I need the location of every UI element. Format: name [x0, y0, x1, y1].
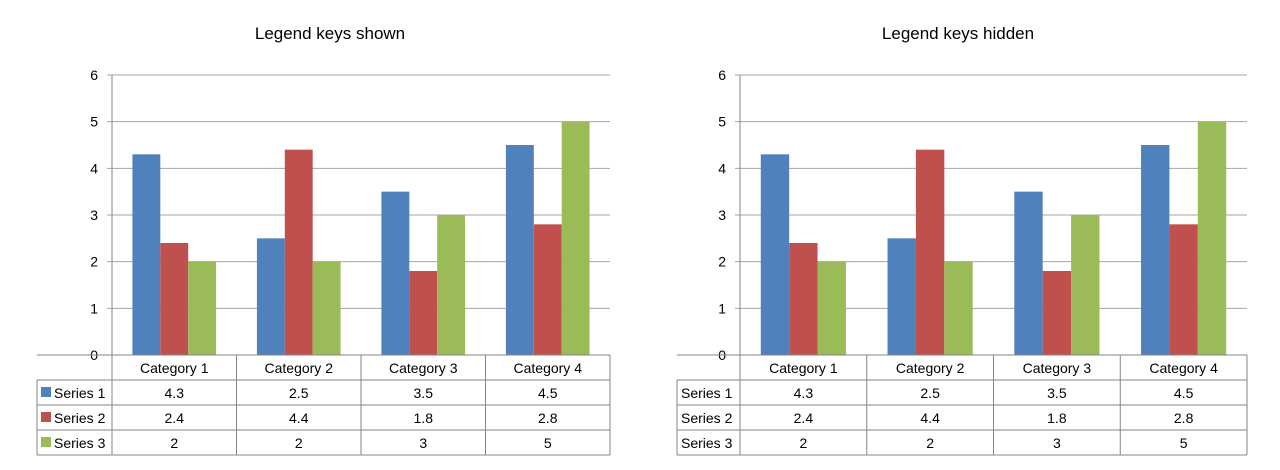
data-label: 2: [295, 435, 303, 451]
bar: [760, 154, 790, 355]
x-tick-label: Category 2: [265, 360, 334, 376]
series-name: Series 1: [681, 385, 733, 401]
data-label: 3: [1053, 435, 1061, 451]
y-tick-label: 1: [90, 300, 98, 316]
data-label: 5: [1180, 435, 1188, 451]
data-label: 4.3: [794, 385, 814, 401]
y-tick-label: 4: [90, 160, 98, 176]
x-tick-label: Category 1: [769, 360, 838, 376]
bar: [887, 238, 916, 355]
series-name: Series 3: [681, 435, 733, 451]
series-name: Series 2: [681, 410, 733, 426]
data-label: 2: [799, 435, 807, 451]
data-label: 2: [170, 435, 178, 451]
bar: [915, 149, 945, 355]
data-label: 3: [419, 435, 427, 451]
x-tick-label: Category 3: [1023, 360, 1092, 376]
bar: [437, 215, 466, 355]
bar: [256, 238, 285, 355]
data-label: 2.8: [538, 410, 558, 426]
y-tick-label: 1: [718, 300, 726, 316]
data-label: 3.5: [1047, 385, 1067, 401]
bar: [817, 261, 846, 355]
bar: [561, 121, 590, 356]
data-label: 2.4: [794, 410, 814, 426]
bar: [1042, 271, 1072, 355]
bar: [1014, 191, 1043, 355]
x-tick-label: Category 3: [389, 360, 458, 376]
y-tick-label: 6: [718, 67, 726, 83]
bar: [1071, 215, 1100, 355]
data-label: 2.5: [289, 385, 309, 401]
data-label: 4.5: [1174, 385, 1194, 401]
x-tick-label: Category 4: [514, 360, 583, 376]
data-label: 3.5: [414, 385, 434, 401]
bar: [160, 243, 189, 355]
bar: [1169, 224, 1198, 355]
y-tick-label: 6: [90, 67, 98, 83]
legend-key: [41, 412, 51, 422]
bar: [284, 149, 313, 355]
y-tick-label: 3: [90, 207, 98, 223]
x-tick-label: Category 2: [896, 360, 965, 376]
legend-key: [41, 387, 51, 397]
data-label: 2.5: [920, 385, 940, 401]
bar: [1197, 121, 1227, 356]
y-tick-label: 2: [90, 254, 98, 270]
bar: [1141, 145, 1170, 355]
chart-title: Legend keys shown: [255, 24, 405, 43]
data-label: 4.3: [165, 385, 185, 401]
bar: [944, 261, 973, 355]
bar: [505, 145, 534, 355]
data-label: 1.8: [1047, 410, 1067, 426]
series-name: Series 1: [54, 385, 106, 401]
bar: [132, 154, 161, 355]
bar: [789, 243, 818, 355]
bar: [381, 191, 410, 355]
data-label: 1.8: [414, 410, 434, 426]
series-name: Series 2: [54, 410, 106, 426]
data-label: 2: [926, 435, 934, 451]
y-tick-label: 2: [718, 254, 726, 270]
legend-key: [41, 437, 51, 447]
data-label: 5: [544, 435, 552, 451]
x-tick-label: Category 4: [1149, 360, 1218, 376]
y-tick-label: 3: [718, 207, 726, 223]
data-label: 2.8: [1174, 410, 1194, 426]
y-tick-label: 5: [718, 114, 726, 130]
bar: [312, 261, 341, 355]
y-tick-label: 5: [90, 114, 98, 130]
bar: [409, 271, 438, 355]
bar: [533, 224, 562, 355]
data-label: 4.4: [289, 410, 309, 426]
chart-title: Legend keys hidden: [882, 24, 1034, 43]
y-tick-label: 4: [718, 160, 726, 176]
x-tick-label: Category 1: [140, 360, 209, 376]
series-name: Series 3: [54, 435, 106, 451]
data-label: 4.4: [920, 410, 940, 426]
bar: [188, 261, 217, 355]
data-label: 4.5: [538, 385, 558, 401]
data-label: 2.4: [165, 410, 185, 426]
